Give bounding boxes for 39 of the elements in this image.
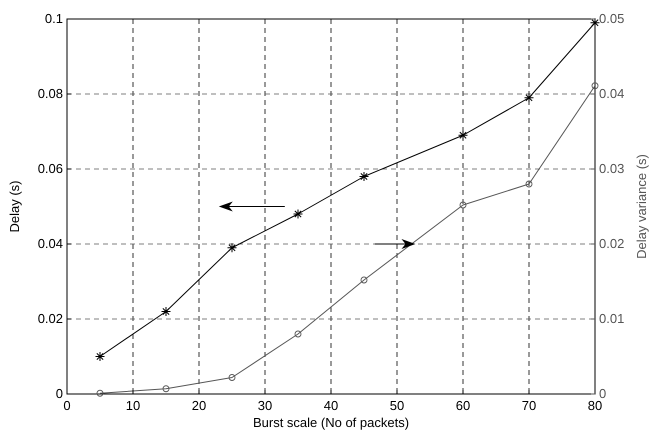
point [96, 390, 104, 397]
point [294, 330, 302, 338]
y-tick-label: 0 [56, 386, 63, 401]
point [458, 130, 468, 140]
point [592, 82, 598, 90]
point [95, 352, 105, 362]
y-axis-title: Delay (s) [7, 180, 22, 233]
point [460, 202, 466, 208]
x-tick-label: 50 [390, 398, 404, 413]
point [590, 18, 600, 28]
y2-tick-label: 0.05 [599, 11, 624, 26]
point [360, 276, 368, 284]
point [162, 385, 170, 392]
point [161, 306, 171, 316]
point [359, 172, 369, 182]
point [228, 374, 236, 381]
point [227, 242, 237, 253]
x-tick-label: 80 [588, 398, 602, 413]
x-tick-label: 40 [324, 398, 338, 413]
y2-tick-label: 0.02 [599, 236, 624, 251]
y2-tick-label: 0.01 [599, 311, 624, 326]
y2-tick-label: 0 [599, 386, 606, 401]
y-tick-label: 0.02 [38, 311, 63, 326]
x-tick-label: 70 [522, 398, 536, 413]
y-tick-label: 0.08 [38, 86, 63, 101]
y-tick-label: 0.06 [38, 161, 63, 176]
point [526, 180, 532, 188]
point [524, 92, 534, 103]
y-tick-label: 0.04 [38, 236, 63, 251]
x-axis-title: Burst scale (No of packets) [252, 415, 410, 430]
x-tick-label: 20 [192, 398, 206, 413]
y2-tick-label: 0.03 [599, 161, 624, 176]
x-tick-label: 60 [456, 398, 470, 413]
y-tick-label: 0.1 [44, 11, 63, 26]
x-tick-label: 30 [258, 398, 272, 413]
y2-tick-label: 0.04 [599, 86, 624, 101]
point [293, 209, 303, 219]
y2-axis-title: Delay variance (s) [634, 154, 649, 259]
x-tick-label: 10 [126, 398, 140, 413]
